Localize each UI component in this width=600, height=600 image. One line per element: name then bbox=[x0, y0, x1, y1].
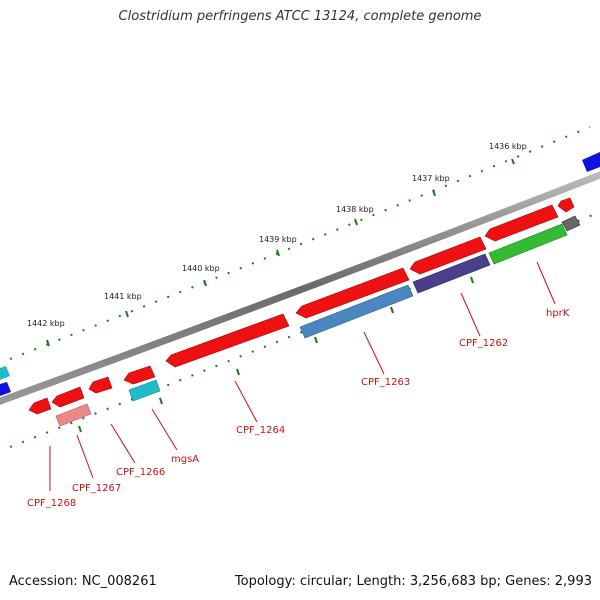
blue-fragment-left bbox=[0, 382, 11, 396]
scale-label-1437: 1437 kbp bbox=[412, 174, 450, 183]
gene-label-CPF_1266: CPF_1266 bbox=[116, 467, 165, 478]
cyan-bar bbox=[128, 379, 161, 402]
cds-arrow bbox=[165, 313, 290, 368]
blue-fragment-top bbox=[582, 152, 600, 172]
major-ticks bbox=[46, 158, 515, 433]
scale-label-1441: 1441 kbp bbox=[104, 292, 142, 301]
gene-label-CPF_1268: CPF_1268 bbox=[27, 498, 76, 509]
slateblue-bar bbox=[412, 253, 491, 294]
cds-features bbox=[28, 197, 575, 415]
scale-label-1439: 1439 kbp bbox=[259, 235, 297, 244]
cds-arrow bbox=[88, 376, 113, 394]
gene-label-CPF_1267: CPF_1267 bbox=[72, 483, 121, 494]
cds-arrow bbox=[123, 365, 156, 385]
steelblue-bar bbox=[299, 284, 414, 339]
scale-label-1440: 1440 kbp bbox=[182, 264, 220, 273]
scale-label-1436: 1436 kbp bbox=[489, 142, 527, 151]
green-bar bbox=[488, 223, 568, 265]
scale-label-1442: 1442 kbp bbox=[27, 319, 65, 328]
gene-label-CPF_1264: CPF_1264 bbox=[236, 425, 285, 436]
outer-scale-ring bbox=[9, 126, 591, 360]
function-bars bbox=[55, 215, 581, 427]
gene-label-CPF_1263: CPF_1263 bbox=[361, 377, 410, 388]
accession-text: Accession: NC_008261 bbox=[9, 574, 157, 589]
genome-summary-text: Topology: circular; Length: 3,256,683 bp… bbox=[234, 574, 592, 589]
cds-arrow bbox=[557, 197, 575, 213]
genome-backbone bbox=[0, 171, 600, 405]
cds-arrow bbox=[51, 386, 85, 408]
cds-arrow bbox=[295, 267, 410, 319]
gene-label-CPF_1262: CPF_1262 bbox=[459, 338, 508, 349]
cds-arrow bbox=[484, 204, 559, 242]
pink-bar bbox=[55, 403, 92, 427]
scale-label-1438: 1438 kbp bbox=[336, 205, 374, 214]
cds-arrow bbox=[409, 236, 487, 275]
gene-label-hprK: hprK bbox=[546, 308, 570, 319]
gray-bar bbox=[561, 215, 581, 232]
cyan-fragment-left bbox=[0, 366, 10, 380]
map-title: Clostridium perfringens ATCC 13124, comp… bbox=[118, 9, 482, 24]
gene-label-mgsA: mgsA bbox=[171, 454, 199, 465]
cds-arrow bbox=[28, 397, 52, 415]
label-leaders bbox=[49, 261, 556, 491]
